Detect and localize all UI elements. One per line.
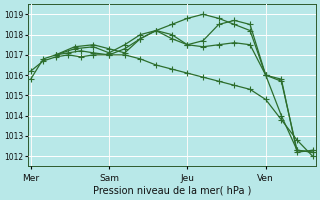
X-axis label: Pression niveau de la mer( hPa ): Pression niveau de la mer( hPa ) <box>92 186 251 196</box>
